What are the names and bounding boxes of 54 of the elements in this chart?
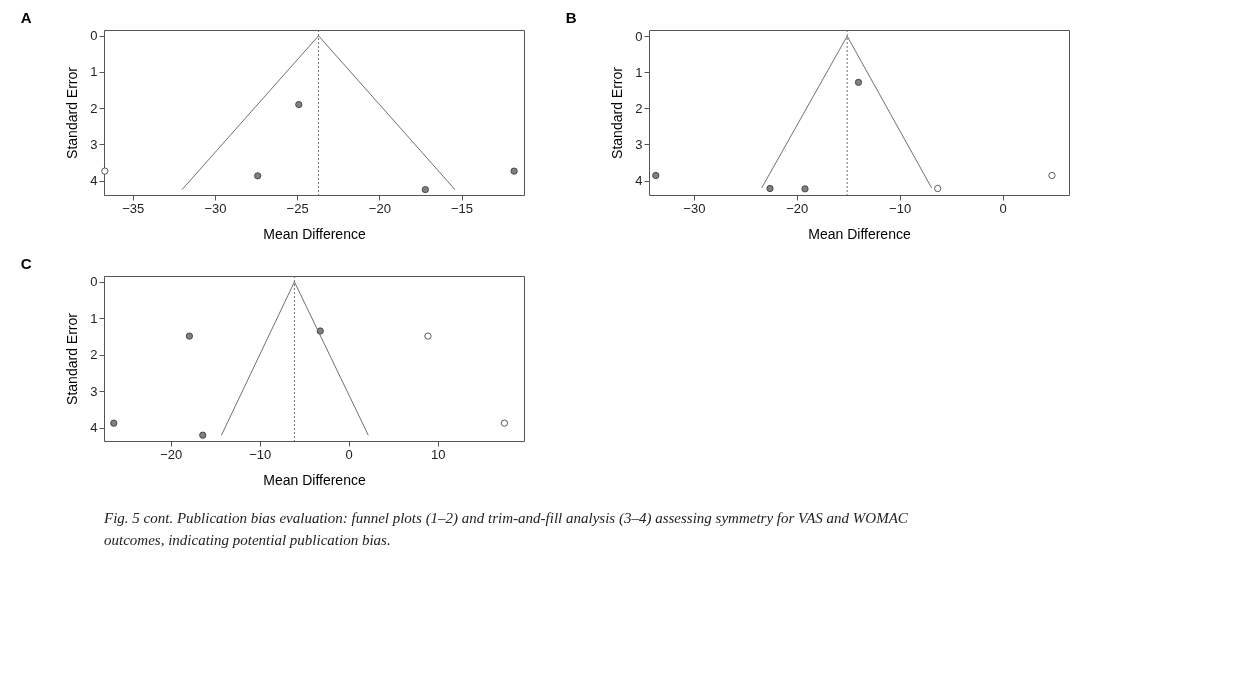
point xyxy=(101,167,109,175)
x-tick-label: −35 xyxy=(122,200,145,216)
point xyxy=(1048,171,1056,180)
y-tick-label: 4 xyxy=(635,173,643,189)
y-tick-label: 4 xyxy=(90,173,98,189)
x-tick-label: −20 xyxy=(160,446,183,462)
y-axis-title: Standard Error xyxy=(64,66,81,159)
x-tick-label: 0 xyxy=(999,200,1007,216)
point xyxy=(295,100,303,109)
y-tick-label: 3 xyxy=(635,136,643,152)
point xyxy=(854,78,863,86)
y-axis-title: Standard Error xyxy=(64,312,81,405)
x-axis-title: Mean Difference xyxy=(263,471,366,488)
x-tick-label: −30 xyxy=(683,200,706,216)
point xyxy=(510,167,518,175)
x-tick-label: −20 xyxy=(786,200,809,216)
x-tick-label: −20 xyxy=(368,200,391,216)
point xyxy=(500,419,508,427)
y-tick-label: 2 xyxy=(90,347,98,363)
point xyxy=(110,419,118,427)
x-tick-label: 10 xyxy=(430,446,446,462)
y-tick-label: 2 xyxy=(635,100,643,116)
point xyxy=(185,332,193,340)
y-tick-label: 3 xyxy=(90,136,98,152)
x-axis-title: Mean Difference xyxy=(263,225,366,242)
y-tick-label: 1 xyxy=(90,64,98,80)
y-tick-label: 3 xyxy=(90,383,98,399)
y-tick-label: 2 xyxy=(90,100,98,116)
chart-title: C xyxy=(20,254,32,272)
y-tick-label: 0 xyxy=(90,274,98,290)
point xyxy=(254,172,262,180)
point xyxy=(934,184,942,193)
y-tick-label: 0 xyxy=(635,28,643,44)
y-tick-label: 0 xyxy=(90,28,98,44)
point xyxy=(801,185,809,193)
x-tick-label: −25 xyxy=(286,200,309,216)
y-axis-title: Standard Error xyxy=(609,66,626,159)
point xyxy=(766,184,774,193)
point xyxy=(424,332,432,340)
caption: Fig. 5 cont. Publication bias evaluation: funnel plots (1–2) and trim-and-fill analysis (3–4) assessing symmetry for VAS and WOMAC outcomes, indicating potential publication bias. xyxy=(103,510,909,548)
y-tick-label: 1 xyxy=(635,64,643,80)
x-tick-label: 0 xyxy=(345,446,353,462)
point xyxy=(421,186,429,194)
y-tick-label: 4 xyxy=(90,420,98,436)
x-tick-label: −10 xyxy=(249,446,272,462)
x-tick-label: −15 xyxy=(451,200,474,216)
x-tick-label: −30 xyxy=(204,200,227,216)
chart-title: A xyxy=(20,8,32,26)
x-tick-label: −10 xyxy=(889,200,912,216)
chart-title: B xyxy=(565,8,577,26)
x-axis-title: Mean Difference xyxy=(808,225,911,242)
point xyxy=(199,431,207,439)
y-tick-label: 1 xyxy=(90,310,98,326)
point xyxy=(652,171,660,180)
